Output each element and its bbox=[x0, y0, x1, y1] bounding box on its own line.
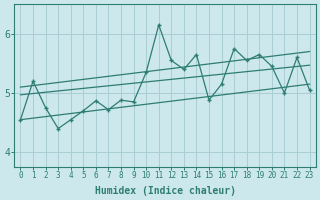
X-axis label: Humidex (Indice chaleur): Humidex (Indice chaleur) bbox=[94, 186, 236, 196]
